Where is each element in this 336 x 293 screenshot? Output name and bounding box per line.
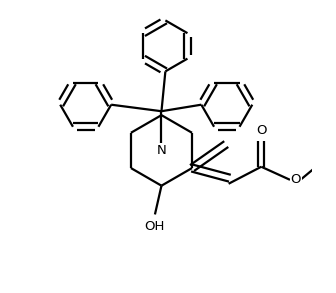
Text: O: O [291,173,301,186]
Text: O: O [256,124,266,137]
Text: N: N [157,144,166,157]
Text: OH: OH [145,220,165,233]
